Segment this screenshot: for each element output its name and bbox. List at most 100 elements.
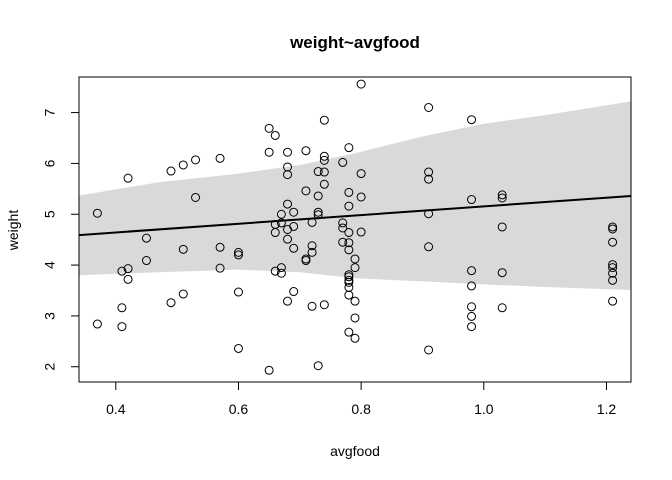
data-point (276, 218, 286, 228)
data-point (178, 289, 188, 299)
data-point (92, 208, 102, 218)
y-tick-label: 6 (42, 159, 58, 167)
y-axis: 2 3 4 5 6 7 (42, 108, 80, 371)
data-point (319, 300, 329, 310)
data-point (313, 207, 323, 217)
regression-line (78, 194, 632, 237)
data-point (344, 290, 354, 300)
data-point (215, 263, 225, 273)
data-point (467, 311, 477, 321)
y-tick-label: 5 (42, 210, 58, 218)
data-point (141, 233, 151, 243)
data-point (307, 217, 317, 227)
data-point (424, 242, 434, 252)
data-point (276, 209, 286, 219)
data-point (313, 210, 323, 220)
data-point (307, 241, 317, 251)
data-point (608, 268, 618, 278)
data-point (289, 287, 299, 297)
data-point (270, 228, 280, 238)
data-point (264, 123, 274, 133)
data-point (313, 167, 323, 177)
y-tick-label: 7 (42, 108, 58, 116)
data-point (123, 274, 133, 284)
data-point (356, 79, 366, 89)
data-point (215, 153, 225, 163)
data-point (497, 190, 507, 200)
data-point (233, 247, 243, 257)
data-point (307, 301, 317, 311)
data-point (270, 130, 280, 140)
data-point (283, 199, 293, 209)
data-point (344, 187, 354, 197)
data-point (424, 167, 434, 177)
data-point (283, 234, 293, 244)
x-axis-label: avgfood (330, 443, 380, 459)
data-point (424, 103, 434, 112)
data-point (283, 170, 293, 180)
data-point (467, 115, 477, 125)
data-point (608, 224, 618, 234)
data-point (356, 192, 366, 202)
data-point (344, 245, 354, 255)
x-tick-label: 1.2 (597, 401, 617, 417)
confidence-band (79, 101, 631, 290)
data-point (608, 275, 618, 285)
x-tick-label: 0.6 (229, 401, 249, 417)
x-tick-label: 0.4 (106, 401, 126, 417)
data-point (344, 272, 354, 282)
data-point (141, 256, 151, 266)
data-point (289, 243, 299, 253)
data-point (117, 322, 127, 332)
data-point (608, 296, 618, 306)
data-point (233, 287, 243, 297)
data-point (344, 327, 354, 337)
data-point (264, 365, 274, 375)
data-point (344, 143, 354, 153)
x-axis: 0.4 0.6 0.8 1.0 1.2 (106, 381, 617, 417)
data-point (467, 266, 477, 276)
data-point (233, 343, 243, 353)
regression-line-layer (78, 194, 632, 237)
data-point (467, 302, 477, 312)
data-point (319, 179, 329, 189)
chart-title: weight~avgfood (289, 33, 420, 52)
data-point (178, 160, 188, 170)
data-point (344, 277, 354, 287)
data-point (283, 296, 293, 306)
data-point (467, 281, 477, 291)
y-axis-label: weight (5, 210, 21, 252)
data-point (178, 244, 188, 254)
data-point (191, 155, 201, 165)
x-tick-label: 1.0 (474, 401, 494, 417)
data-point (233, 250, 243, 260)
data-point (344, 228, 354, 238)
data-point (497, 193, 507, 203)
data-point (338, 237, 348, 247)
data-point (191, 192, 201, 202)
data-point (608, 237, 618, 247)
confidence-band-layer (79, 101, 631, 290)
data-point (338, 223, 348, 233)
data-point (356, 169, 366, 179)
data-point (264, 147, 274, 157)
data-point (319, 155, 329, 165)
data-point (467, 195, 477, 205)
data-point (497, 268, 507, 278)
y-tick-label: 4 (42, 261, 58, 269)
data-point (276, 268, 286, 278)
y-tick-label: 2 (42, 363, 58, 371)
data-point (338, 218, 348, 228)
y-tick-label: 3 (42, 312, 58, 320)
data-point (424, 174, 434, 184)
data-point (608, 260, 618, 270)
data-point (467, 322, 477, 332)
data-point (319, 167, 329, 177)
data-point (350, 296, 360, 306)
data-point (307, 247, 317, 257)
data-point (289, 221, 299, 231)
data-point (313, 361, 323, 371)
data-point (319, 115, 329, 125)
data-point (166, 166, 176, 176)
